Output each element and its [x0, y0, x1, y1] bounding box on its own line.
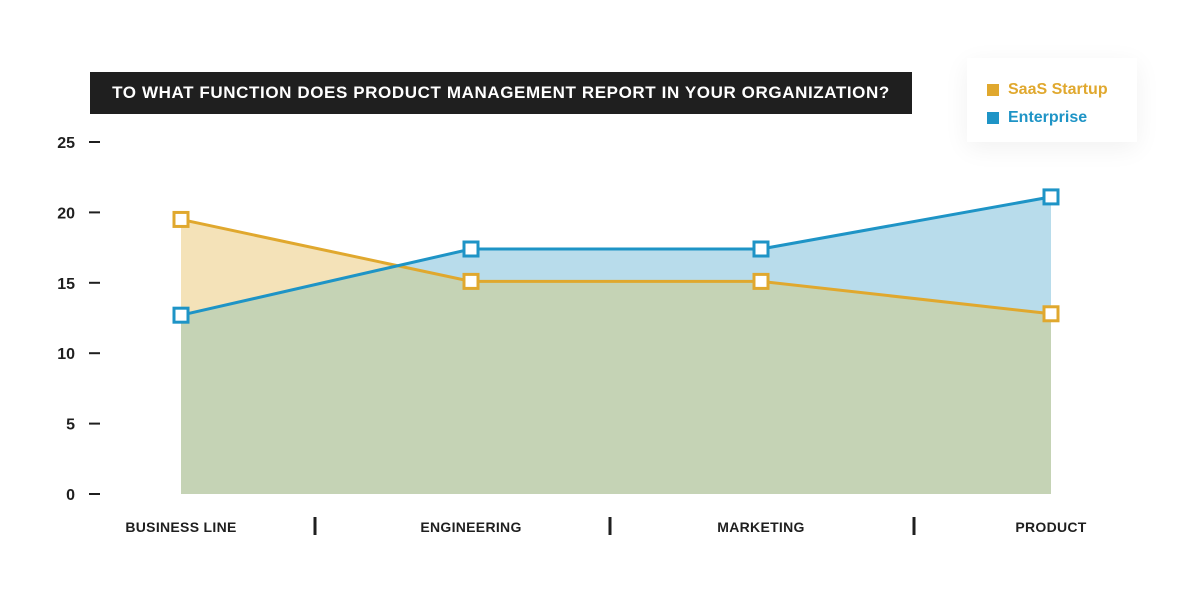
legend-swatch-saas-startup: [987, 84, 999, 96]
x-tick-label-1: ENGINEERING: [420, 519, 521, 535]
legend: SaaS Startup Enterprise: [967, 58, 1137, 142]
y-tick-label-25: 25: [57, 135, 75, 152]
chart-title: TO WHAT FUNCTION DOES PRODUCT MANAGEMENT…: [90, 72, 912, 114]
series-line-enterprise: [180, 195, 1052, 317]
series-line-saas-startup: [180, 217, 1052, 316]
y-tick-label-10: 10: [57, 346, 75, 363]
data-point-saas-startup-0: [172, 210, 190, 228]
data-point-enterprise-3: [1042, 188, 1060, 206]
x-tick-label-3: PRODUCT: [1015, 519, 1086, 535]
data-point-saas-startup-3: [1042, 305, 1060, 323]
legend-item-saas-startup: SaaS Startup: [987, 76, 1137, 104]
data-point-saas-startup-2: [752, 272, 770, 290]
chart-title-text: TO WHAT FUNCTION DOES PRODUCT MANAGEMENT…: [112, 83, 890, 102]
legend-swatch-enterprise: [987, 112, 999, 124]
data-point-saas-startup-1: [462, 272, 480, 290]
x-tick-label-0: BUSINESS LINE: [125, 519, 236, 535]
area-band-enterprise: [181, 196, 1051, 314]
data-point-enterprise-2: [752, 240, 770, 258]
legend-label-enterprise: Enterprise: [1008, 109, 1088, 126]
y-tick-label-0: 0: [66, 487, 75, 504]
area-overlap: [181, 265, 1051, 494]
x-tick-label-2: MARKETING: [717, 519, 804, 535]
legend-item-enterprise: Enterprise: [987, 104, 1137, 132]
data-point-enterprise-0: [172, 306, 190, 324]
data-point-enterprise-1: [462, 240, 480, 258]
legend-label-saas-startup: SaaS Startup: [1008, 81, 1108, 98]
y-tick-label-15: 15: [57, 276, 75, 293]
y-tick-label-20: 20: [57, 205, 75, 222]
y-tick-label-5: 5: [66, 417, 75, 434]
